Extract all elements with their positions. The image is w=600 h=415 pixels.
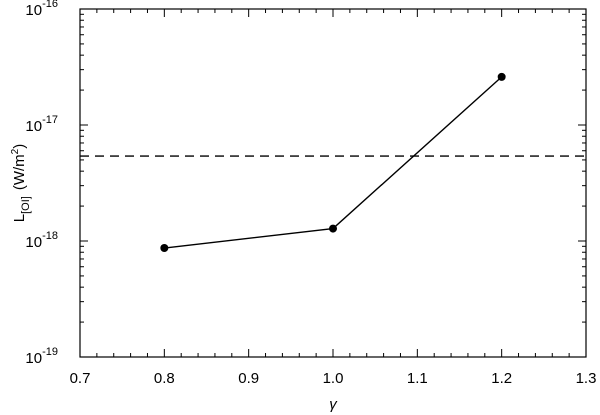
y-axis-title: L[OI] (W/m2) (10, 144, 32, 222)
plot-frame (79, 8, 587, 358)
y-tick-label: 10-19 (25, 346, 58, 367)
y-tick-exponent: -18 (42, 230, 58, 242)
y-tick-exponent: -16 (42, 0, 58, 10)
y-axis-title-units: (W/m (11, 154, 28, 190)
x-tick-label: 0.9 (238, 370, 259, 387)
x-tick-label: 1.3 (576, 370, 597, 387)
data-point (160, 244, 169, 253)
axis-ticks (79, 8, 587, 358)
y-axis-title-subscript: [OI] (20, 196, 32, 214)
y-tick-labels: 10-19 10-18 10-17 10-16 (25, 0, 58, 367)
y-axis-title-main: L (11, 214, 28, 222)
x-axis-title: γ (329, 396, 338, 413)
y-tick-label: 10-16 (25, 0, 58, 19)
data-point (497, 72, 506, 81)
x-tick-label: 1.2 (491, 370, 512, 387)
y-tick-exponent: -17 (42, 114, 58, 126)
y-tick-label: 10-18 (25, 230, 58, 251)
x-tick-label: 1.1 (407, 370, 428, 387)
x-tick-label: 0.8 (154, 370, 175, 387)
y-tick-label: 10-17 (25, 114, 58, 135)
y-axis-title-units-sup: 2 (10, 148, 21, 154)
series-group (80, 72, 586, 253)
x-tick-label: 1.0 (323, 370, 344, 387)
x-tick-labels: 0.7 0.8 0.9 1.0 1.1 1.2 1.3 (70, 370, 597, 387)
y-tick-exponent: -19 (42, 346, 58, 358)
series-line (164, 76, 503, 249)
data-point (329, 224, 337, 233)
x-tick-label: 0.7 (70, 370, 91, 387)
y-axis-title-units-close: ) (11, 144, 28, 149)
